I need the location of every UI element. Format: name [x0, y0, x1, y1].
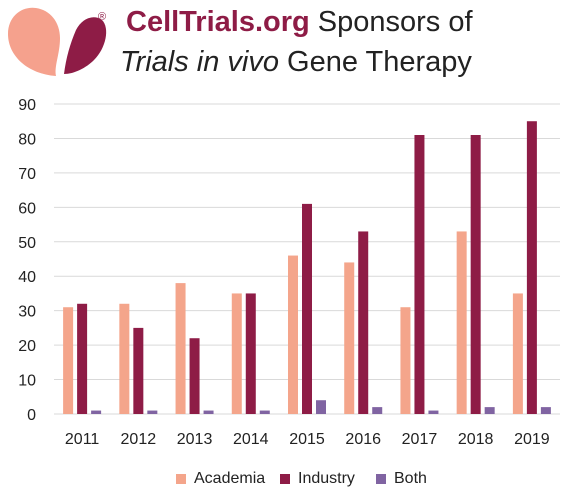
legend-item-academia: Academia — [176, 470, 265, 488]
x-tick-label: 2016 — [345, 431, 381, 448]
title-italic: Trials in vivo — [120, 46, 279, 78]
bar-both-2011 — [91, 410, 102, 414]
y-tick-label: 0 — [27, 407, 36, 424]
x-tick-label: 2011 — [65, 431, 100, 448]
bar-industry-2013 — [189, 338, 200, 414]
bar-industry-2017 — [414, 135, 425, 414]
bar-both-2017 — [428, 410, 439, 414]
bar-industry-2014 — [245, 293, 256, 414]
title-rest: Gene Therapy — [279, 46, 472, 78]
y-tick-label: 80 — [18, 131, 36, 148]
x-tick-label: 2019 — [514, 431, 550, 448]
chart-legend: Academia Industry Both — [0, 466, 575, 494]
bar-both-2014 — [259, 410, 270, 414]
celltrials-logo — [8, 7, 107, 76]
y-tick-label: 20 — [18, 338, 36, 355]
bar-industry-2019 — [526, 121, 537, 414]
legend-swatch — [376, 474, 386, 484]
bar-both-2016 — [372, 407, 383, 414]
chart-title-line-2: Trials in vivo Gene Therapy — [120, 46, 472, 79]
chart-header: ® CellTrials.org Sponsors of Trials in v… — [0, 0, 575, 90]
bar-industry-2016 — [358, 231, 369, 414]
y-tick-label: 40 — [18, 269, 36, 286]
brand-name: CellTrials.org — [126, 6, 310, 38]
bar-both-2015 — [316, 400, 326, 414]
legend-label: Industry — [298, 470, 355, 487]
bar-chart: 0 10 20 30 40 50 60 70 80 90 2011 2012 2013 2014 2015 2… — [18, 97, 560, 448]
bar-academia-2016 — [344, 262, 355, 414]
x-tick-label: 2015 — [289, 431, 325, 448]
bar-academia-2019 — [512, 293, 523, 414]
logo-left-petal — [8, 7, 60, 76]
y-tick-label: 70 — [18, 166, 36, 183]
y-tick-label: 30 — [18, 304, 36, 321]
bar-both-2018 — [484, 407, 495, 414]
x-tick-label: 2014 — [233, 431, 269, 448]
y-tick-label: 60 — [18, 200, 36, 217]
x-tick-label: 2018 — [458, 431, 494, 448]
legend-label: Academia — [194, 470, 266, 487]
x-tick-label: 2012 — [121, 431, 157, 448]
bar-academia-2014 — [231, 293, 242, 414]
bar-industry-2015 — [302, 203, 312, 414]
bar-industry-2018 — [470, 135, 481, 414]
bar-academia-2017 — [400, 307, 411, 414]
logo-right-petal — [64, 17, 107, 74]
y-tick-label: 10 — [18, 373, 36, 390]
bar-industry-2012 — [133, 327, 144, 414]
bar-academia-2015 — [288, 255, 298, 414]
chart-title-line-1: CellTrials.org Sponsors of — [126, 6, 473, 39]
x-tick-label: 2017 — [402, 431, 438, 448]
registered-mark: ® — [98, 11, 107, 23]
bar-academia-2011 — [63, 307, 74, 414]
bar-both-2013 — [203, 410, 214, 414]
legend-swatch — [280, 474, 290, 484]
legend-item-industry: Industry — [280, 470, 355, 488]
bar-academia-2013 — [175, 283, 186, 414]
legend-swatch — [176, 474, 186, 484]
title-suffix: Sponsors of — [309, 6, 473, 38]
bar-industry-2011 — [77, 303, 88, 414]
bar-academia-2012 — [119, 303, 130, 414]
x-tick-label: 2013 — [177, 431, 213, 448]
y-tick-label: 90 — [18, 97, 36, 114]
y-tick-label: 50 — [18, 235, 36, 252]
bar-both-2019 — [540, 407, 551, 414]
bar-academia-2018 — [456, 231, 467, 414]
bar-both-2012 — [147, 410, 158, 414]
legend-item-both: Both — [376, 470, 427, 488]
legend-label: Both — [394, 470, 427, 487]
